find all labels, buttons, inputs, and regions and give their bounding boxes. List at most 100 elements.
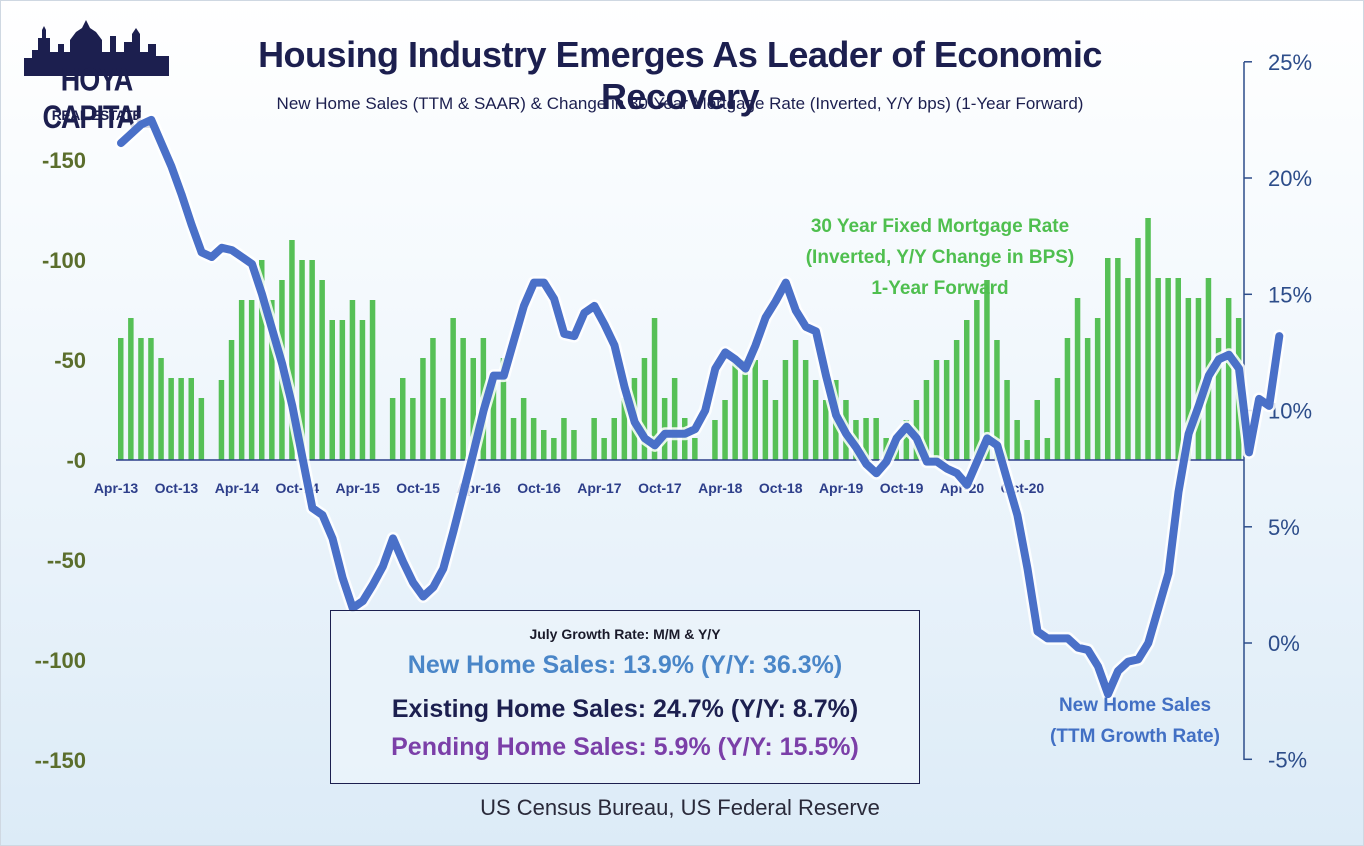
mortgage-bar xyxy=(722,400,728,460)
mortgage-bar xyxy=(1024,440,1030,460)
mortgage-bar xyxy=(1074,298,1081,460)
mortgage-bar xyxy=(752,360,758,460)
mortgage-bar xyxy=(238,300,245,460)
new-home-sales-growth: New Home Sales: 13.9% (Y/Y: 36.3%) xyxy=(407,651,843,679)
mortgage-bar xyxy=(671,378,678,460)
mortgage-bar xyxy=(118,338,124,460)
x-tick-label: Oct-13 xyxy=(155,480,199,496)
left-axis-tick-label: --50 xyxy=(47,548,86,573)
mortgage-bar xyxy=(369,300,376,460)
mortgage-bar xyxy=(1195,298,1202,460)
mortgage-bar xyxy=(1094,318,1101,460)
mortgage-bar xyxy=(823,400,829,460)
mortgage-bar xyxy=(933,360,940,460)
right-axis-tick-label: 25% xyxy=(1268,50,1312,75)
mortgage-bar xyxy=(198,398,205,460)
mortgage-bar xyxy=(500,358,507,460)
mortgage-bar xyxy=(1034,400,1040,460)
mortgage-bar xyxy=(188,378,194,460)
mortgage-bar xyxy=(259,260,265,460)
mortgage-bar xyxy=(1044,438,1051,460)
mortgage-bar xyxy=(1014,420,1020,460)
right-axis-tick-label: 15% xyxy=(1268,282,1312,307)
chart-subtitle: New Home Sales (TTM & SAAR) & Change in … xyxy=(276,94,1084,113)
mortgage-bar xyxy=(470,358,476,460)
mortgage-bar xyxy=(802,360,809,460)
mortgage-bar xyxy=(158,358,164,460)
mortgage-bar xyxy=(591,418,597,460)
mortgage-bar xyxy=(148,338,154,460)
x-tick-label: Oct-17 xyxy=(638,480,682,496)
mortgage-bar xyxy=(460,338,466,460)
mortgage-bar xyxy=(1084,338,1091,460)
skyline-icon xyxy=(24,20,169,76)
left-axis-tick-label: -50 xyxy=(54,348,86,373)
mortgage-bar xyxy=(792,340,799,460)
mortgage-annotation-line-1: 30 Year Fixed Mortgage Rate xyxy=(810,216,1070,237)
new-home-sales-annotation: New Home Sales (TTM Growth Rate) xyxy=(1030,690,1240,752)
mortgage-bar xyxy=(571,430,577,460)
mortgage-bar xyxy=(812,380,819,460)
mortgage-annotation-line-2: (Inverted, Y/Y Change in BPS) xyxy=(805,247,1075,268)
mortgage-bar xyxy=(1125,278,1131,460)
right-axis-tick-label: 5% xyxy=(1268,515,1300,540)
mortgage-bar xyxy=(430,338,436,460)
mortgage-bar xyxy=(621,398,628,460)
left-axis-tick-label: --150 xyxy=(35,748,86,773)
left-axis-tick-label: --100 xyxy=(35,648,86,673)
left-axis-tick-label: -150 xyxy=(42,148,86,173)
new-home-sales-line xyxy=(117,115,1284,699)
mortgage-bar xyxy=(349,300,356,460)
mortgage-bar xyxy=(339,320,346,460)
mortgage-bar xyxy=(218,380,225,460)
mortgage-bar xyxy=(420,358,426,460)
mortgage-bar xyxy=(561,418,567,460)
mortgage-bar xyxy=(510,418,517,460)
right-axis-tick-label: -5% xyxy=(1268,747,1307,772)
mortgage-bar xyxy=(994,340,1000,460)
left-axis-tick-label: -0 xyxy=(66,448,86,473)
right-axis-tick-label: 20% xyxy=(1268,166,1312,191)
mortgage-bar xyxy=(530,418,537,460)
mortgage-bar xyxy=(1145,218,1151,460)
mortgage-bar xyxy=(1054,378,1061,460)
mortgage-bar xyxy=(873,418,879,460)
mortgage-bar xyxy=(1115,258,1121,460)
growth-rate-box: July Growth Rate: M/M & Y/Y New Home Sal… xyxy=(330,610,920,784)
mortgage-bar xyxy=(1004,380,1010,460)
mortgage-bar xyxy=(520,398,527,460)
mortgage-bar xyxy=(551,438,557,460)
mortgage-bar xyxy=(1135,238,1141,460)
mortgage-bar xyxy=(400,378,406,460)
mortgage-bar xyxy=(410,398,416,460)
mortgage-bar xyxy=(1215,338,1222,460)
mortgage-bar xyxy=(248,300,255,460)
mortgage-bar xyxy=(742,360,748,460)
chart-title: Housing Industry Emerges As Leader of Ec… xyxy=(258,34,1102,117)
mortgage-bar xyxy=(712,420,718,460)
mortgage-bar xyxy=(651,318,658,460)
x-tick-label: Apr-18 xyxy=(698,480,743,496)
right-axis-tick-label: 0% xyxy=(1268,631,1300,656)
x-tick-label: Apr-17 xyxy=(577,480,622,496)
mortgage-bar xyxy=(1064,338,1071,460)
mortgage-bar xyxy=(168,378,174,460)
mortgage-bar xyxy=(923,380,930,460)
mortgage-bar xyxy=(692,438,698,460)
x-tick-label: Oct-19 xyxy=(880,480,924,496)
x-tick-label: Apr-13 xyxy=(94,480,139,496)
mortgage-bar xyxy=(732,360,738,460)
mortgage-bar xyxy=(1105,258,1111,460)
mortgage-bar xyxy=(1185,298,1192,460)
mortgage-bar xyxy=(1225,298,1232,460)
x-tick-label: Oct-16 xyxy=(517,480,561,496)
mortgage-annotation-line-3: 1-Year Forward xyxy=(871,278,1009,299)
mortgage-bar xyxy=(269,300,275,460)
mortgage-bar xyxy=(389,398,396,460)
mortgage-bar xyxy=(611,418,617,460)
mortgage-bar xyxy=(964,320,970,460)
mortgage-bar xyxy=(762,380,769,460)
x-tick-label: Oct-15 xyxy=(396,480,440,496)
left-axis-tick-label: -100 xyxy=(42,248,86,273)
